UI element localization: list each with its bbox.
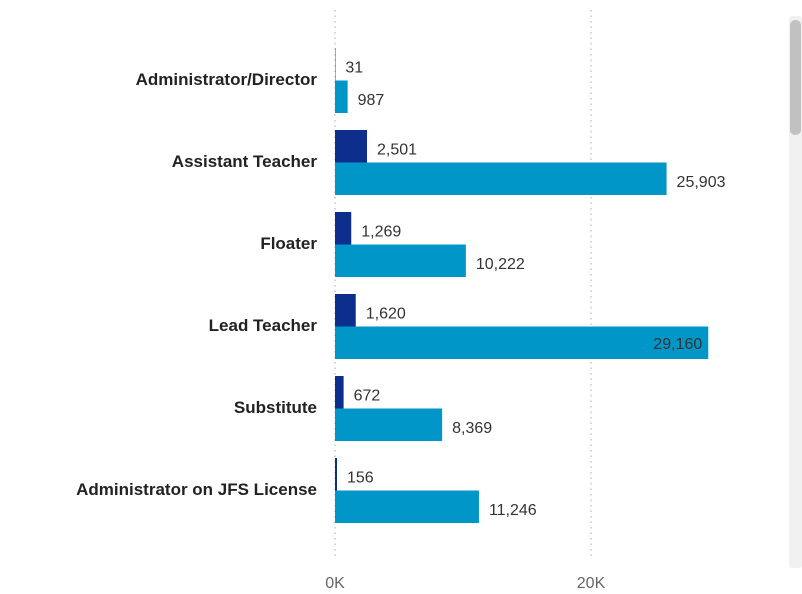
y-tick-label: Lead Teacher <box>209 316 318 335</box>
y-tick-label: Assistant Teacher <box>172 152 318 171</box>
x-tick-label: 20K <box>577 575 606 592</box>
bar <box>335 376 344 409</box>
value-label: 156 <box>347 469 374 486</box>
value-label: 2,501 <box>377 141 417 158</box>
bar <box>335 408 443 441</box>
value-label: 29,160 <box>653 336 702 353</box>
value-label: 1,269 <box>361 223 401 240</box>
value-label: 987 <box>358 92 385 109</box>
bar <box>335 458 337 491</box>
y-tick-label: Administrator/Director <box>136 70 318 89</box>
bar <box>335 130 368 163</box>
value-label: 8,369 <box>452 420 492 437</box>
bar <box>335 326 709 359</box>
value-label: 31 <box>345 59 363 76</box>
scrollbar-thumb[interactable] <box>790 20 801 135</box>
bar <box>335 162 667 195</box>
value-label: 10,222 <box>476 256 525 273</box>
value-label: 672 <box>354 387 381 404</box>
bar <box>335 80 348 113</box>
y-tick-label: Floater <box>260 234 317 253</box>
value-label: 11,246 <box>489 502 537 519</box>
bar <box>335 294 356 327</box>
value-label: 1,620 <box>366 305 406 322</box>
bar <box>335 212 352 245</box>
y-tick-label: Substitute <box>234 398 317 417</box>
y-tick-label: Administrator on JFS License <box>76 480 317 499</box>
bar <box>335 244 466 277</box>
bar <box>335 490 479 523</box>
x-tick-label: 0K <box>325 575 345 592</box>
scrollbar-track[interactable] <box>789 16 802 568</box>
value-label: 25,903 <box>677 174 726 191</box>
